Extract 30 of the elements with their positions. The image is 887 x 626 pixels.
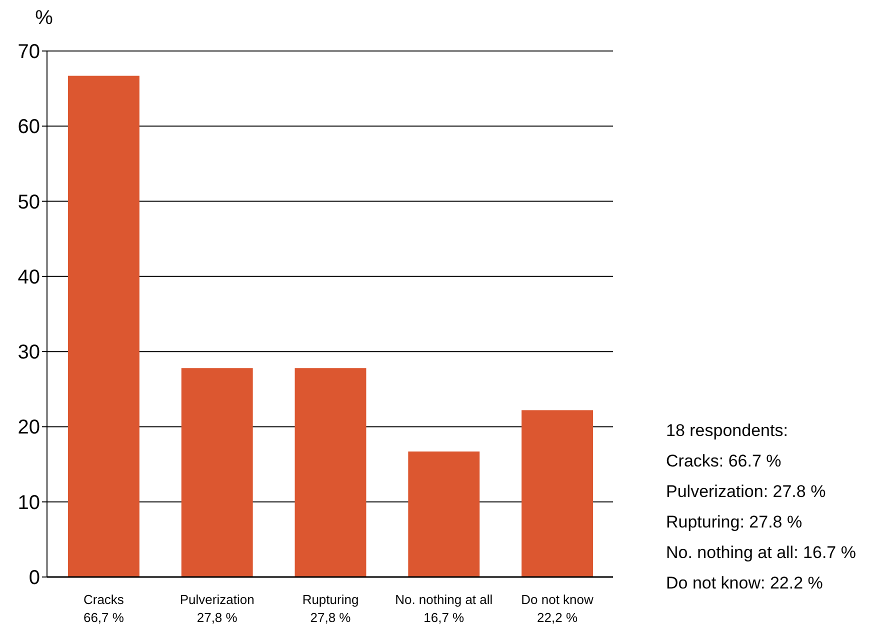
data-label: 22,2 % bbox=[537, 610, 578, 625]
text: Pulverization: 27.8 % bbox=[666, 482, 826, 501]
y-tick-label: 10 bbox=[18, 492, 40, 514]
text: Cracks: 66.7 % bbox=[666, 452, 782, 470]
y-tick-label: 40 bbox=[18, 266, 40, 288]
y-axis-title: % bbox=[35, 7, 54, 29]
bar bbox=[68, 76, 140, 577]
bar bbox=[181, 368, 253, 577]
data-label: 16,7 % bbox=[424, 610, 465, 625]
x-tick-label: Rupturing bbox=[302, 592, 359, 607]
y-tick-label: 60 bbox=[18, 116, 40, 138]
y-tick-label: 70 bbox=[18, 41, 40, 63]
x-tick-label: Pulverization bbox=[180, 592, 254, 607]
data-label: 66,7 % bbox=[83, 610, 124, 625]
x-tick-label: Do not know bbox=[521, 592, 594, 607]
bar bbox=[408, 452, 480, 577]
bar bbox=[294, 368, 366, 577]
text: Rupturing: 27.8 % bbox=[666, 512, 802, 532]
y-tick-label: 20 bbox=[18, 416, 40, 439]
text: 18 respondents: bbox=[666, 421, 788, 440]
data-label: 27,8 % bbox=[196, 610, 238, 625]
bar bbox=[522, 410, 593, 577]
text: Do not know: 22.2 % bbox=[666, 574, 823, 592]
y-tick-label: 30 bbox=[18, 342, 40, 364]
data-label: 27,8 % bbox=[310, 610, 352, 625]
y-tick-label: 0 bbox=[28, 567, 40, 589]
x-tick-label: Cracks bbox=[83, 592, 124, 607]
y-tick-label: 50 bbox=[18, 191, 40, 214]
text: No. nothing at all: 16.7 % bbox=[666, 543, 856, 562]
x-tick-label: No. nothing at all bbox=[395, 592, 493, 607]
